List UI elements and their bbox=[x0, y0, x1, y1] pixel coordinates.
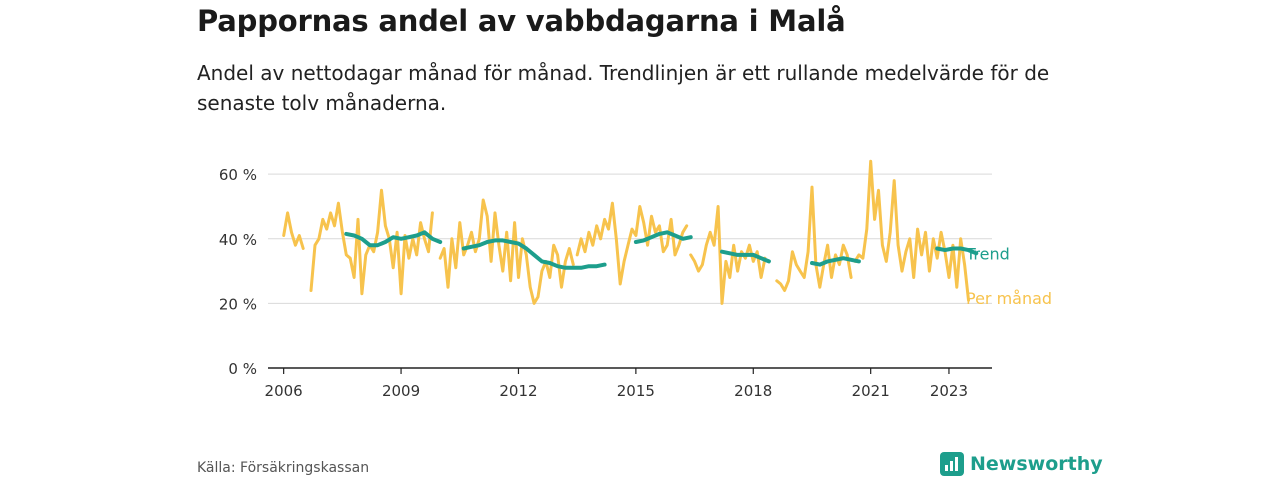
chart-title: Pappornas andel av vabbdagarna i Malå bbox=[197, 4, 846, 38]
newsworthy-logo[interactable]: Newsworthy bbox=[940, 452, 1103, 476]
series-line-trend bbox=[720, 249, 771, 264]
y-tick-label: 40 % bbox=[219, 231, 257, 249]
series-line-per-manad bbox=[282, 188, 434, 296]
x-tick-label: 2023 bbox=[930, 382, 968, 400]
y-tick-label: 0 % bbox=[228, 360, 257, 378]
x-tick-label: 2006 bbox=[265, 382, 303, 400]
series-line-per-manad bbox=[775, 185, 853, 292]
chart-subtitle: Andel av nettodagar månad för månad. Tre… bbox=[197, 61, 1050, 115]
x-tick-label: 2015 bbox=[617, 382, 655, 400]
legend-label: Trend bbox=[965, 244, 1010, 263]
legend-label: Per månad bbox=[966, 289, 1052, 308]
brand-name: Newsworthy bbox=[970, 453, 1103, 475]
series-line-trend bbox=[810, 256, 861, 267]
x-tick-label: 2012 bbox=[499, 382, 537, 400]
y-tick-label: 60 % bbox=[219, 166, 257, 184]
x-tick-label: 2018 bbox=[734, 382, 772, 400]
y-tick-label: 20 % bbox=[219, 295, 257, 313]
x-tick-label: 2009 bbox=[382, 382, 420, 400]
series-line-trend bbox=[633, 230, 693, 244]
series-line-per-manad bbox=[575, 201, 689, 286]
series-line-per-manad bbox=[853, 159, 970, 302]
x-tick-label: 2021 bbox=[852, 382, 890, 400]
series-line-trend bbox=[344, 230, 443, 248]
source-note: Källa: Försäkringskassan bbox=[197, 460, 370, 476]
series-line-trend bbox=[461, 238, 607, 270]
series-line-per-manad bbox=[689, 205, 767, 305]
series-line-trend bbox=[935, 246, 979, 256]
series-line-per-manad bbox=[438, 198, 575, 305]
bar-chart-icon bbox=[940, 452, 964, 476]
